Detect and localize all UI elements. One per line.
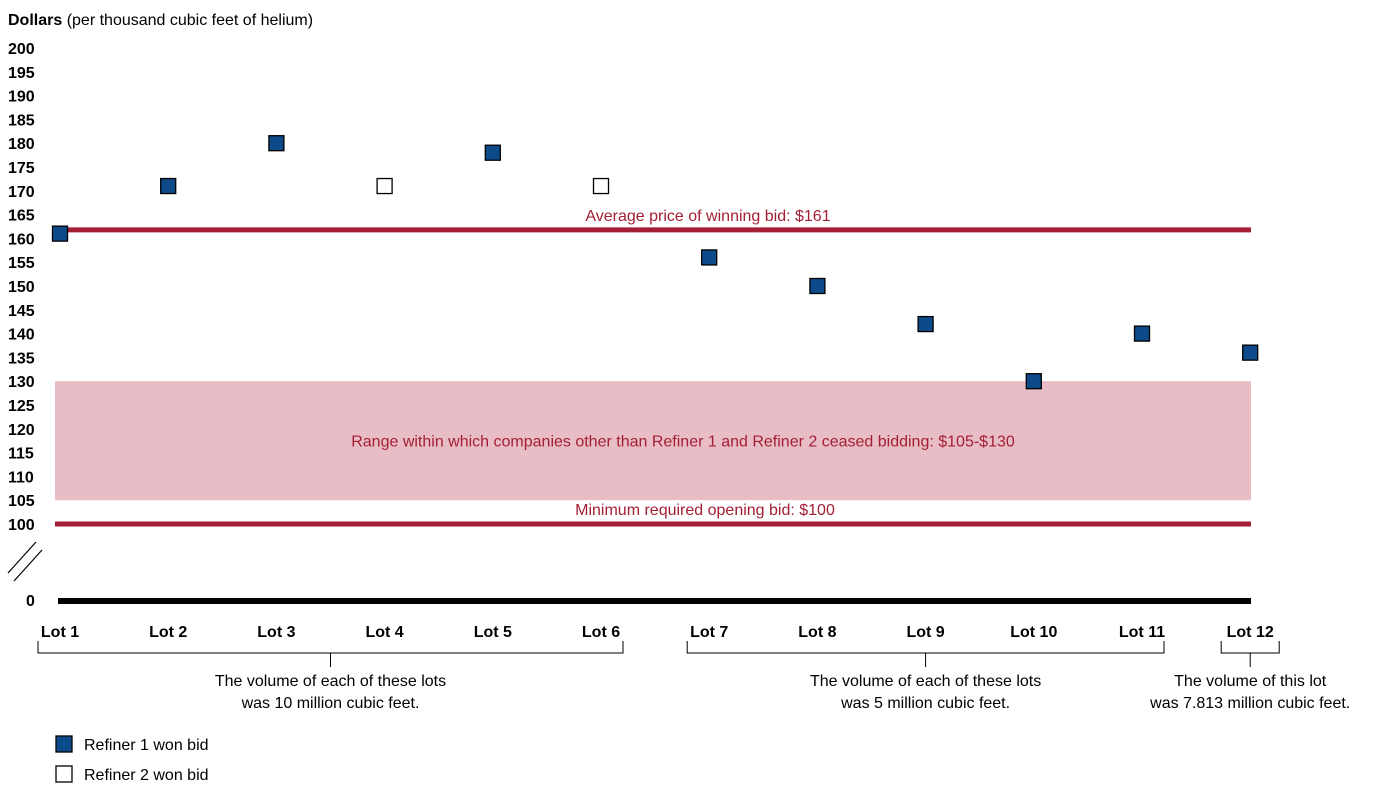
group-bracket bbox=[1220, 641, 1280, 654]
y-axis-label-units: (per thousand cubic feet of helium) bbox=[62, 12, 313, 29]
data-point bbox=[484, 144, 501, 161]
x-category-label: Lot 5 bbox=[474, 624, 512, 641]
x-category-label: Lot 2 bbox=[149, 624, 187, 641]
y-tick-label: 100 bbox=[8, 517, 35, 534]
x-category-label: Lot 9 bbox=[906, 624, 944, 641]
y-tick-label: 130 bbox=[8, 374, 35, 391]
y-tick-label: 195 bbox=[8, 65, 35, 82]
data-point bbox=[51, 225, 69, 242]
data-point bbox=[376, 177, 393, 195]
axis-break-mark bbox=[7, 541, 37, 574]
group-bracket-layer: The volume of each of these lots was 10 m… bbox=[37, 641, 1350, 712]
group-note: The volume of each of these lots bbox=[215, 673, 446, 690]
y-tick-label: 115 bbox=[8, 446, 34, 463]
y-tick-label: 165 bbox=[8, 208, 35, 225]
y-tick-label: 140 bbox=[8, 327, 35, 344]
y-tick-label: 160 bbox=[8, 231, 35, 248]
data-point bbox=[701, 249, 718, 266]
y-tick-label: 110 bbox=[8, 469, 34, 486]
data-point bbox=[1242, 344, 1259, 361]
band-layer: Range within which companies other than … bbox=[55, 381, 1251, 501]
y-tick-label: 125 bbox=[8, 398, 35, 415]
x-category-label: Lot 8 bbox=[798, 624, 836, 641]
y-axis-label-bold: Dollars bbox=[8, 12, 62, 29]
legend-swatch bbox=[55, 765, 73, 783]
y-tick-label: 120 bbox=[8, 422, 35, 439]
axis-break-mark bbox=[13, 549, 43, 582]
y-tick-label: 105 bbox=[8, 493, 35, 510]
y-tick-label: 175 bbox=[8, 160, 35, 177]
y-tick-label-zero: 0 bbox=[26, 593, 35, 610]
y-tick-label: 185 bbox=[8, 112, 35, 129]
group-note: was 7.813 million cubic feet. bbox=[1149, 695, 1350, 712]
point-layer bbox=[51, 135, 1259, 390]
y-axis-label: Dollars (per thousand cubic feet of heli… bbox=[8, 12, 313, 29]
legend-swatch bbox=[55, 735, 73, 753]
legend-label: Refiner 2 won bid bbox=[84, 767, 209, 784]
y-tick-label: 155 bbox=[8, 255, 35, 272]
x-axis-layer bbox=[7, 541, 1251, 604]
data-point bbox=[1133, 325, 1151, 342]
x-category-label: Lot 6 bbox=[582, 624, 620, 641]
group-note: The volume of each of these lots bbox=[810, 673, 1041, 690]
reference-line-label: Average price of winning bid: $161 bbox=[585, 208, 830, 225]
group-note: The volume of this lot bbox=[1174, 673, 1327, 690]
group-bracket bbox=[37, 641, 624, 654]
data-point bbox=[917, 315, 934, 333]
data-point bbox=[809, 277, 826, 295]
y-tick-label: 170 bbox=[8, 184, 35, 201]
data-point bbox=[592, 177, 610, 195]
range-band-label: Range within which companies other than … bbox=[351, 434, 1015, 451]
legend-label: Refiner 1 won bid bbox=[84, 737, 209, 754]
data-point bbox=[268, 135, 285, 152]
y-tick-label: 135 bbox=[8, 350, 35, 367]
range-band bbox=[55, 381, 1251, 501]
x-category-label: Lot 3 bbox=[257, 624, 295, 641]
y-tick-label: 190 bbox=[8, 89, 35, 106]
reference-line-layer: Average price of winning bid: $161 Minimu… bbox=[55, 208, 1251, 527]
data-point bbox=[160, 177, 177, 195]
x-category-label: Lot 10 bbox=[1010, 624, 1057, 641]
y-tick-label: 200 bbox=[8, 41, 35, 58]
y-tick-label: 145 bbox=[8, 303, 35, 320]
group-note: was 10 million cubic feet. bbox=[241, 695, 420, 712]
x-category-label: Lot 1 bbox=[41, 624, 79, 641]
y-tick-layer: 200 195 190 185 180 175 170 165 160 155 150 145 140 1… bbox=[8, 41, 35, 610]
group-note: was 5 million cubic feet. bbox=[840, 695, 1010, 712]
legend: Refiner 1 won bid Refiner 2 won bid bbox=[55, 735, 209, 784]
x-category-label: Lot 12 bbox=[1227, 624, 1274, 641]
x-category-label: Lot 7 bbox=[690, 624, 728, 641]
category-label-layer: Lot 1 Lot 2 Lot 3 Lot 4 Lot 5 Lot 6 Lot 7 Lot 8… bbox=[41, 624, 1274, 641]
x-category-label: Lot 11 bbox=[1119, 624, 1165, 641]
x-category-label: Lot 4 bbox=[365, 624, 403, 641]
data-point bbox=[1025, 373, 1042, 390]
reference-line-label: Minimum required opening bid: $100 bbox=[575, 502, 835, 519]
y-tick-label: 180 bbox=[8, 136, 35, 153]
group-bracket bbox=[686, 641, 1165, 654]
y-tick-label: 150 bbox=[8, 279, 35, 296]
